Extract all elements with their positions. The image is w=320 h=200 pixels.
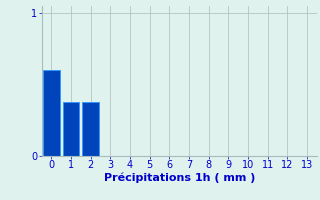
Bar (82, 102, 99, 156)
Bar (43, 70, 60, 156)
X-axis label: Précipitations 1h ( mm ): Précipitations 1h ( mm ) (103, 173, 255, 183)
Bar (63, 102, 79, 156)
